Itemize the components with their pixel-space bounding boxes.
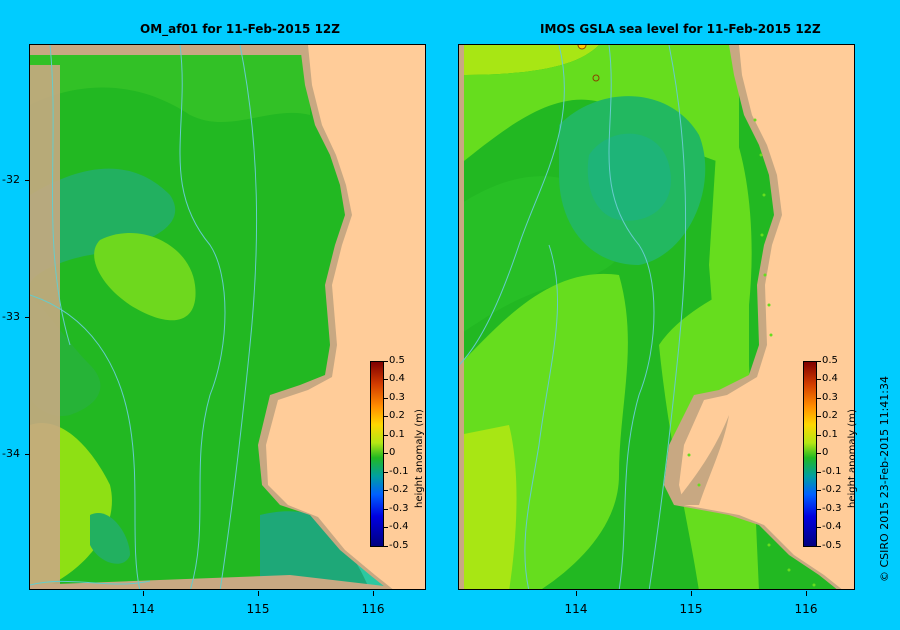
right-panel-title: IMOS GSLA sea level for 11-Feb-2015 12Z <box>540 22 821 36</box>
lon-tick-label: 114 <box>131 602 155 616</box>
right-colorbar-title: height anomaly (m) <box>847 409 858 508</box>
left-panel-title: OM_af01 for 11-Feb-2015 12Z <box>140 22 340 36</box>
lon-tick-mark <box>143 591 144 596</box>
left-colorbar-title: height anomaly (m) <box>414 409 425 508</box>
right-map <box>459 45 854 589</box>
lon-tick-mark <box>691 591 692 596</box>
lon-tick-mark <box>806 591 807 596</box>
lat-tick-label: -32 <box>2 173 20 186</box>
lat-tick-mark-2 <box>25 317 30 318</box>
copyright-text: © CSIRO 2015 23-Feb-2015 11:41:34 <box>878 376 891 582</box>
lon-tick-label: 115 <box>246 602 270 616</box>
right-colorbar <box>803 361 817 547</box>
lat-tick-label: -33 <box>2 310 20 323</box>
lon-tick-mark <box>373 591 374 596</box>
lon-tick-mark <box>258 591 259 596</box>
left-colorbar <box>370 361 384 547</box>
lat-tick-mark-3 <box>25 454 30 455</box>
lon-tick-label: 115 <box>679 602 703 616</box>
lon-tick-label: 116 <box>361 602 385 616</box>
lon-tick-label: 114 <box>564 602 588 616</box>
left-map <box>30 45 425 589</box>
lon-tick-mark <box>576 591 577 596</box>
lat-tick-label: -34 <box>2 447 20 460</box>
lon-tick-label: 116 <box>794 602 818 616</box>
lat-tick-mark-1 <box>25 180 30 181</box>
left-map-panel[interactable] <box>29 44 426 590</box>
right-map-panel[interactable] <box>458 44 855 590</box>
